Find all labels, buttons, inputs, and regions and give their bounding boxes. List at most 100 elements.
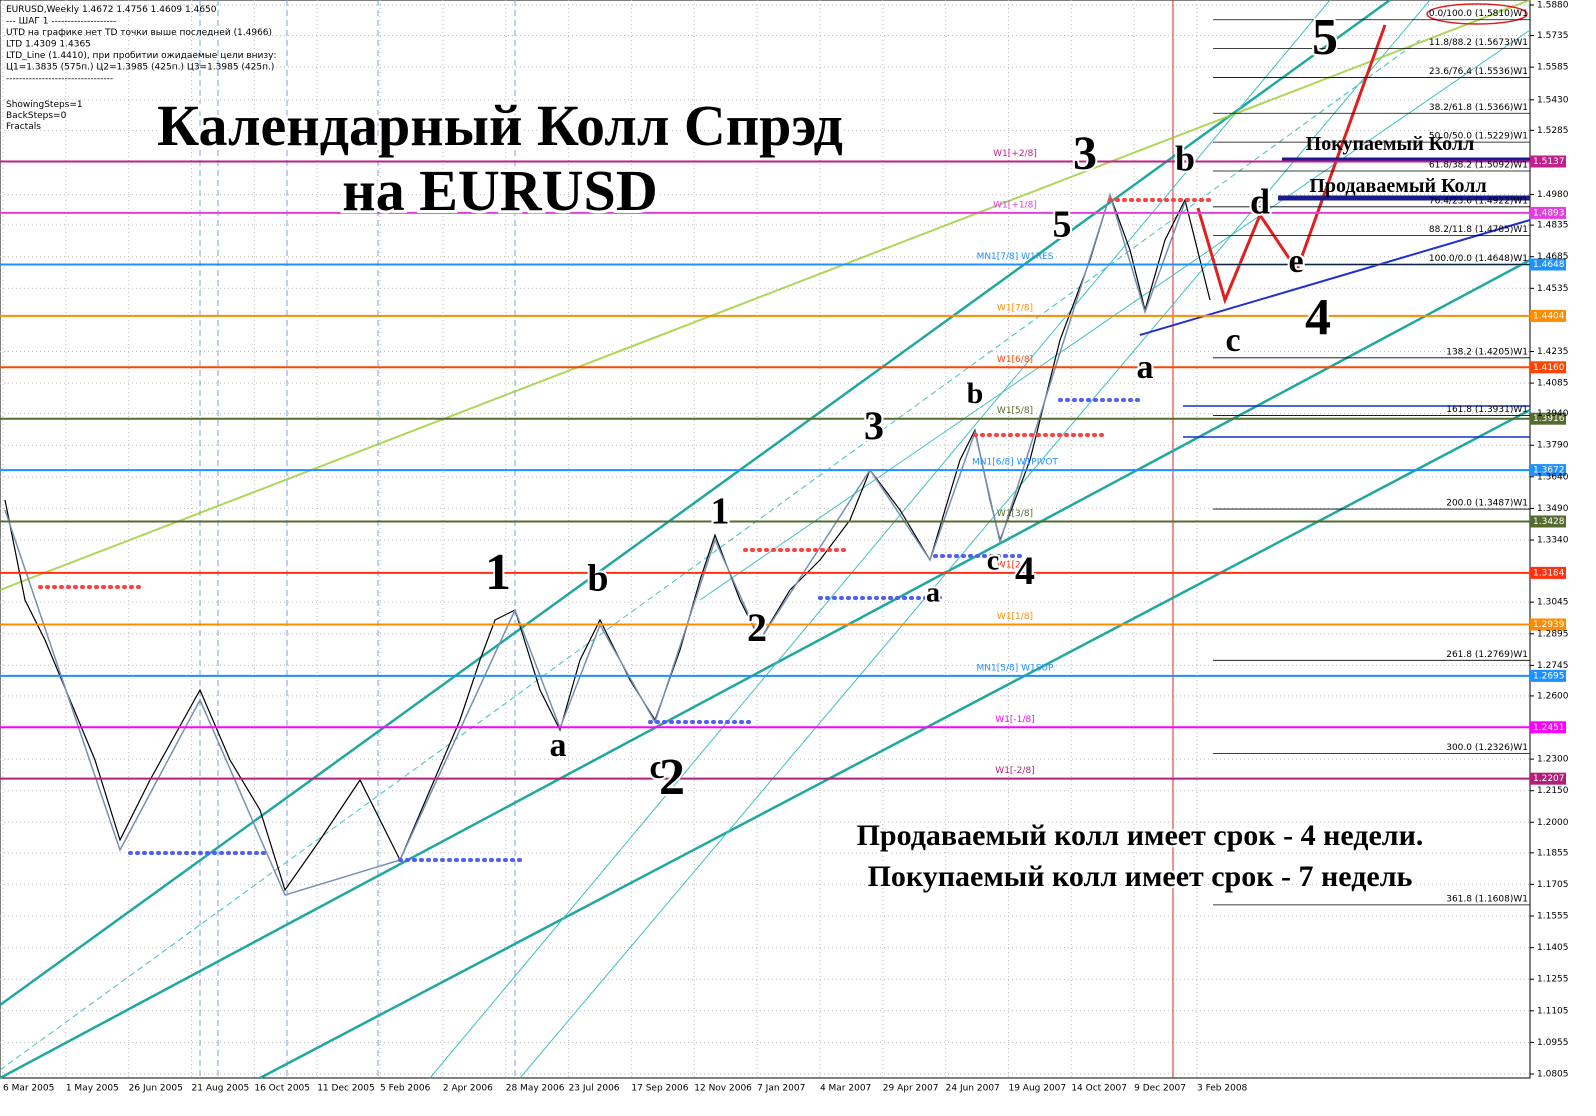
date-tick-label: 21 Aug 2005 bbox=[192, 1084, 250, 1094]
date-tick-label: 23 Jul 2006 bbox=[569, 1084, 620, 1094]
info-line: BackSteps=0 bbox=[6, 111, 67, 121]
wave-label: c bbox=[1225, 322, 1240, 359]
wave-label: a bbox=[1137, 349, 1154, 386]
level-name: MN1[7/8] W1RES bbox=[977, 252, 1054, 262]
date-tick-label: 12 Nov 2006 bbox=[694, 1084, 752, 1094]
info-line: LTD_Line (1.4410), при пробитии ожидаемы… bbox=[6, 51, 277, 61]
level-name: W1[6/8] bbox=[997, 355, 1033, 365]
bought-call: Покупаемый Колл bbox=[1306, 133, 1475, 155]
wave-label: a bbox=[550, 727, 567, 764]
info-line: EURUSD,Weekly 1.4672 1.4756 1.4609 1.465… bbox=[6, 5, 217, 15]
price-tick-label: 1.4980 bbox=[1537, 190, 1569, 200]
price-tag-label: 1.3672 bbox=[1533, 466, 1565, 476]
date-tick-label: 4 Mar 2007 bbox=[820, 1084, 871, 1094]
date-tick-label: 28 May 2006 bbox=[506, 1084, 565, 1094]
fib-label: 61.8/38.2 (1.5092)W1 bbox=[1429, 160, 1528, 170]
price-tag-label: 1.3184 bbox=[1533, 568, 1565, 578]
price-tick-label: 1.3790 bbox=[1537, 441, 1569, 451]
price-tag bbox=[1530, 258, 1566, 271]
price-tick-label: 1.5285 bbox=[1537, 126, 1569, 136]
date-tick-label: 16 Oct 2005 bbox=[254, 1084, 310, 1094]
price-tick-label: 1.2300 bbox=[1537, 755, 1569, 765]
price-tick-label: 1.3640 bbox=[1537, 472, 1569, 482]
price-tag bbox=[1530, 721, 1566, 734]
wave-label: 2 bbox=[659, 749, 685, 806]
level-name: W1[+1/8] bbox=[993, 200, 1037, 210]
level-name: W1[1/8] bbox=[997, 612, 1033, 622]
price-tick-label: 1.1255 bbox=[1537, 975, 1569, 985]
fib-label: 23.6/76.4 (1.5536)W1 bbox=[1429, 67, 1528, 77]
price-tag bbox=[1530, 669, 1566, 682]
price-tick-label: 1.0805 bbox=[1537, 1070, 1569, 1080]
date-tick-label: 3 Feb 2008 bbox=[1197, 1084, 1248, 1094]
price-tag-label: 1.2451 bbox=[1533, 723, 1565, 733]
fib-label: 261.8 (1.2769)W1 bbox=[1446, 650, 1528, 660]
price-tag bbox=[1530, 309, 1566, 322]
level-name: W1[5/8] bbox=[997, 406, 1033, 416]
price-tag-label: 1.3916 bbox=[1533, 414, 1565, 424]
info-line: ShowingSteps=1 bbox=[6, 100, 83, 110]
date-tick-label: 26 Jun 2005 bbox=[129, 1084, 183, 1094]
drawings bbox=[0, 0, 1531, 1080]
price-tick-label: 1.1105 bbox=[1537, 1006, 1569, 1016]
wave-label: c bbox=[987, 545, 999, 576]
price-tick-label: 1.3940 bbox=[1537, 409, 1569, 419]
price-tick-label: 1.5880 bbox=[1537, 1, 1569, 11]
date-tick-label: 19 Aug 2007 bbox=[1008, 1084, 1066, 1094]
price-tag-label: 1.3428 bbox=[1533, 517, 1565, 527]
info-panel: EURUSD,Weekly 1.4672 1.4756 1.4609 1.465… bbox=[6, 5, 277, 132]
fib-label: 76.4/23.6 (1.4922)W1 bbox=[1429, 196, 1528, 206]
info-line: LTD 1.4309 1.4365 bbox=[6, 40, 91, 50]
wave-label: 1 bbox=[711, 491, 730, 533]
date-tick-label: 7 Jan 2007 bbox=[757, 1084, 805, 1094]
price-tick-label: 1.5735 bbox=[1537, 31, 1569, 41]
info-line: Fractals bbox=[6, 122, 41, 132]
level-name: W1[7/8] bbox=[997, 303, 1033, 313]
wave-label: b bbox=[587, 558, 608, 600]
date-tick-label: 14 Oct 2007 bbox=[1071, 1084, 1127, 1094]
wave-label: b bbox=[1175, 138, 1195, 178]
price-tick-label: 1.5585 bbox=[1537, 63, 1569, 73]
fib-label: 138.2 (1.4205)W1 bbox=[1446, 347, 1528, 357]
price-tag bbox=[1530, 566, 1566, 579]
wave-label: a bbox=[926, 577, 940, 608]
price-tag bbox=[1530, 464, 1566, 477]
info-line: Ц1=1.3835 (575п.) Ц2=1.3985 (425п.) Ц3=1… bbox=[6, 63, 274, 73]
wave-label: c bbox=[649, 749, 664, 786]
info-line: --------------------------------- bbox=[6, 74, 113, 84]
price-tick-label: 1.4685 bbox=[1537, 252, 1569, 262]
date-tick-label: 9 Dec 2007 bbox=[1134, 1084, 1186, 1094]
wave-label: d bbox=[1250, 181, 1270, 221]
note: Продаваемый колл имеет срок - 4 недели. bbox=[857, 819, 1424, 852]
fib-label: 50.0/50.0 (1.5229)W1 bbox=[1429, 132, 1528, 142]
price-tick-label: 1.4085 bbox=[1537, 379, 1569, 389]
price-tag-label: 1.4648 bbox=[1533, 260, 1565, 270]
price-tick-label: 1.1405 bbox=[1537, 943, 1569, 953]
title-line: на EURUSD bbox=[342, 158, 657, 223]
wave-label: 4 bbox=[1305, 289, 1331, 346]
price-tag-label: 1.2207 bbox=[1533, 774, 1565, 784]
price-tag-label: 1.5137 bbox=[1533, 157, 1565, 167]
date-tick-label: 29 Apr 2007 bbox=[883, 1084, 939, 1094]
price-tick-label: 1.2000 bbox=[1537, 818, 1569, 828]
fib-label: 361.8 (1.1608)W1 bbox=[1446, 894, 1528, 904]
fib-label: 100.0/0.0 (1.4648)W1 bbox=[1429, 254, 1528, 264]
price-tick-label: 1.3340 bbox=[1537, 536, 1569, 546]
wave-label: 5 bbox=[1312, 9, 1338, 66]
wave-label: b bbox=[967, 377, 984, 410]
plot-area bbox=[0, 0, 1531, 1079]
price-tag-label: 1.4160 bbox=[1533, 363, 1565, 373]
date-tick-label: 6 Mar 2005 bbox=[3, 1084, 54, 1094]
price-tick-label: 1.4535 bbox=[1537, 284, 1569, 294]
price-tag bbox=[1530, 361, 1566, 374]
fib-label: 38.2/61.8 (1.5366)W1 bbox=[1429, 103, 1528, 113]
price-tick-label: 1.4235 bbox=[1537, 347, 1569, 357]
price-tick-label: 1.2895 bbox=[1537, 629, 1569, 639]
price-tag-label: 1.2939 bbox=[1533, 620, 1565, 630]
fib-label: 88.2/11.8 (1.4785)W1 bbox=[1429, 225, 1528, 235]
date-tick-label: 2 Apr 2006 bbox=[443, 1084, 493, 1094]
wave-label: 5 bbox=[1053, 204, 1072, 246]
price-tag bbox=[1530, 515, 1566, 528]
info-line: UTD на графике нет TD точки выше последн… bbox=[6, 28, 272, 38]
